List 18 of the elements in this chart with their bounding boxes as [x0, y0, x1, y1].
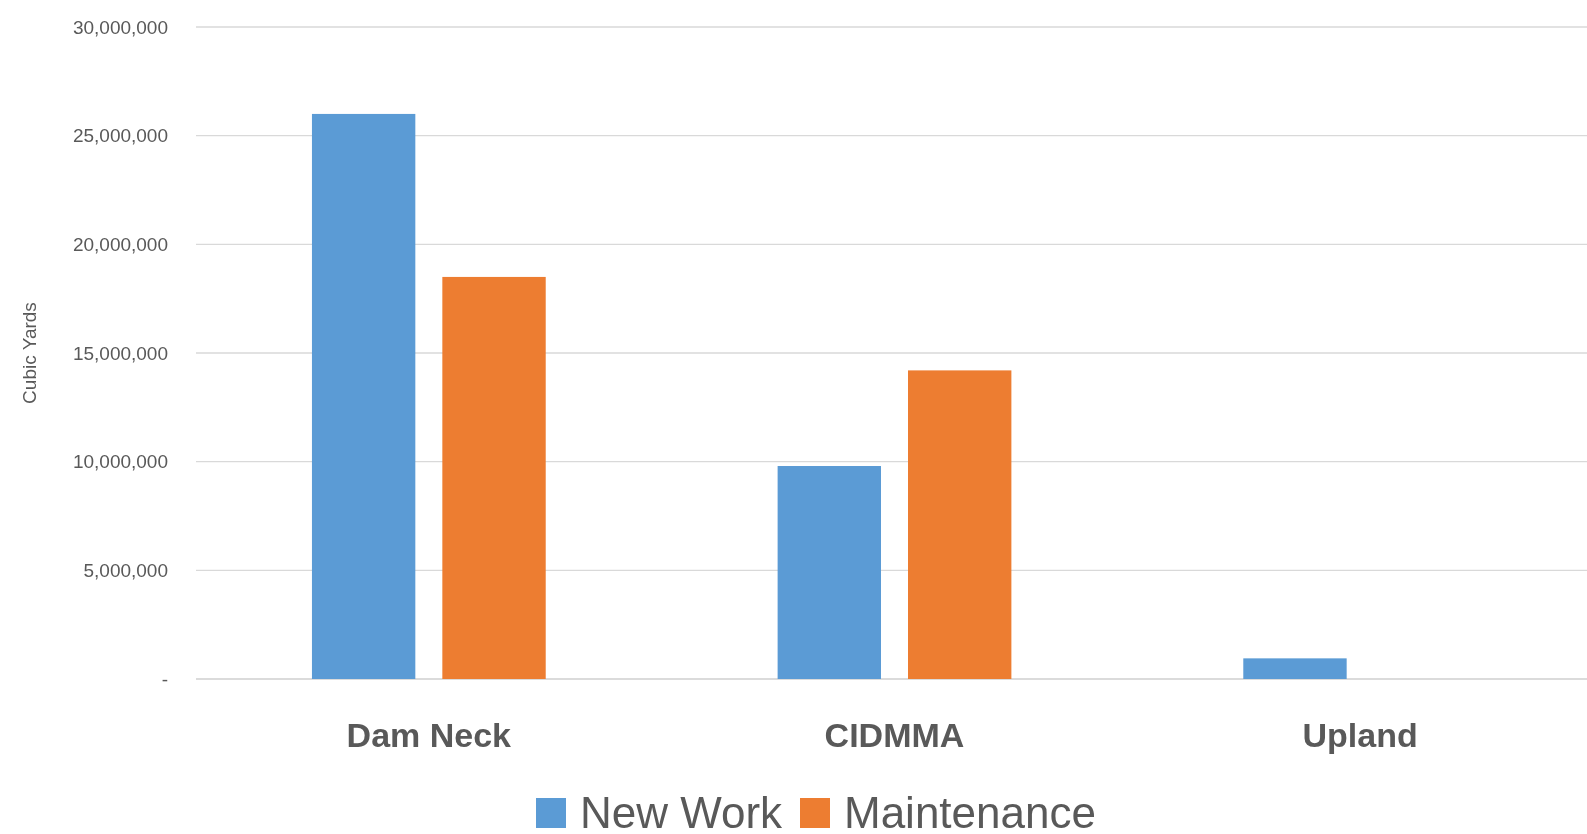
- y-tick-label: 25,000,000: [72, 125, 168, 147]
- bar: [442, 276, 546, 679]
- y-tick-label: 10,000,000: [72, 451, 168, 473]
- bar: [908, 370, 1012, 679]
- y-tick-label: 20,000,000: [72, 233, 168, 255]
- y-tick-label: -: [161, 668, 168, 690]
- bar: [311, 113, 416, 679]
- x-tick-label: Dam Neck: [346, 716, 512, 754]
- x-tick-label: CIDMMA: [824, 716, 965, 754]
- bar: [1243, 658, 1347, 679]
- y-tick-label: 30,000,000: [72, 16, 168, 38]
- y-tick-label: 15,000,000: [72, 342, 168, 364]
- legend-label: New Work: [580, 788, 784, 834]
- bar: [777, 466, 881, 679]
- y-axis-title: Cubic Yards: [19, 302, 40, 404]
- legend-label: Maintenance: [844, 788, 1096, 834]
- y-tick-label: 5,000,000: [83, 559, 168, 581]
- x-tick-label: Upland: [1302, 716, 1418, 754]
